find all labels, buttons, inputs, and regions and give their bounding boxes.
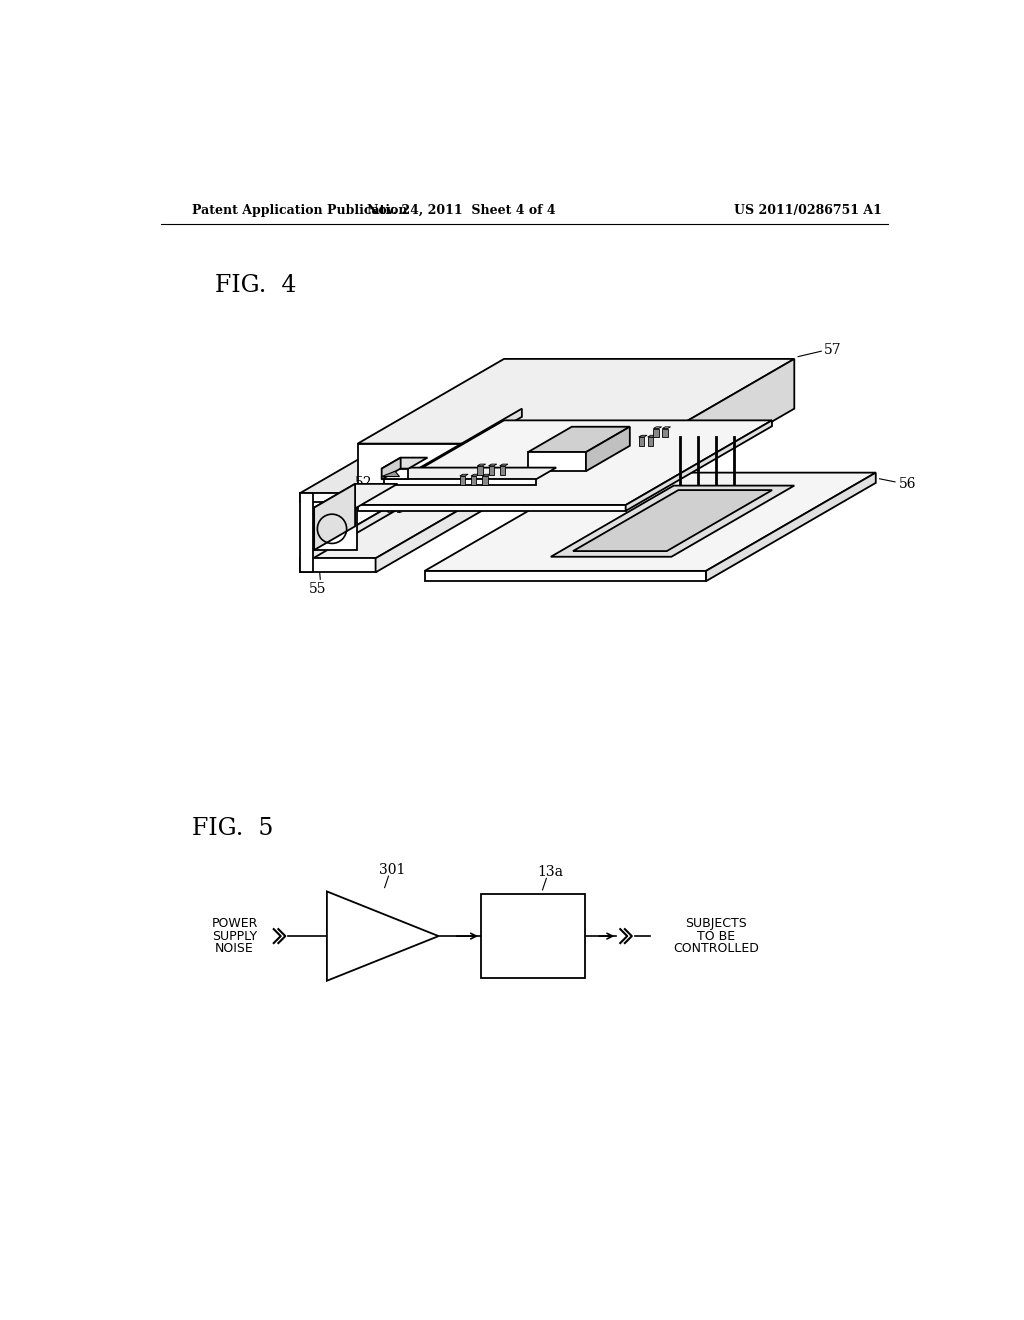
Polygon shape [500, 466, 505, 475]
Text: 55: 55 [309, 582, 327, 595]
Polygon shape [357, 420, 772, 506]
Polygon shape [314, 484, 355, 550]
Polygon shape [314, 484, 397, 508]
Polygon shape [425, 570, 707, 581]
Polygon shape [300, 558, 376, 573]
Polygon shape [382, 469, 409, 479]
Polygon shape [551, 486, 795, 557]
Polygon shape [653, 426, 662, 429]
Text: CONTROL: CONTROL [502, 920, 563, 933]
Polygon shape [471, 474, 479, 477]
Text: TO BE: TO BE [696, 929, 735, 942]
Text: 53: 53 [515, 422, 532, 436]
Text: POWER: POWER [211, 917, 258, 931]
Polygon shape [327, 891, 438, 981]
Text: NOISE: NOISE [215, 942, 254, 954]
Polygon shape [300, 494, 376, 502]
Text: Patent Application Publication: Patent Application Publication [193, 205, 408, 218]
Text: UNIT: UNIT [517, 936, 548, 949]
Text: FIG.  4: FIG. 4 [215, 275, 297, 297]
Bar [481, 894, 585, 978]
Polygon shape [300, 494, 313, 573]
Polygon shape [626, 420, 772, 511]
Polygon shape [648, 359, 795, 494]
Polygon shape [648, 436, 656, 437]
Polygon shape [639, 436, 647, 437]
Text: 54: 54 [386, 502, 403, 516]
Text: Nov. 24, 2011  Sheet 4 of 4: Nov. 24, 2011 Sheet 4 of 4 [368, 205, 556, 218]
Polygon shape [639, 437, 644, 446]
Text: SUBJECTS: SUBJECTS [685, 917, 746, 931]
Text: CONVERTER: CONVERTER [335, 937, 403, 948]
Polygon shape [300, 474, 522, 558]
Polygon shape [384, 467, 556, 479]
Polygon shape [384, 479, 536, 484]
Polygon shape [314, 508, 356, 550]
Polygon shape [471, 477, 476, 484]
Polygon shape [376, 409, 522, 502]
Text: 51: 51 [643, 479, 660, 492]
Text: CONTROLLED: CONTROLLED [673, 942, 759, 954]
Polygon shape [477, 466, 482, 475]
Polygon shape [460, 477, 465, 484]
Polygon shape [488, 465, 497, 466]
Polygon shape [500, 465, 508, 466]
Polygon shape [488, 466, 494, 475]
Polygon shape [663, 426, 671, 429]
Polygon shape [663, 429, 668, 437]
Polygon shape [460, 474, 468, 477]
Polygon shape [357, 444, 648, 494]
Text: 57: 57 [823, 343, 841, 356]
Text: 13a: 13a [538, 865, 563, 879]
Polygon shape [573, 490, 772, 550]
Polygon shape [482, 477, 487, 484]
Text: 301: 301 [379, 863, 406, 876]
Polygon shape [653, 429, 658, 437]
Polygon shape [382, 458, 427, 469]
Text: FIG.  5: FIG. 5 [193, 817, 273, 840]
Text: 56: 56 [899, 478, 916, 491]
Polygon shape [376, 474, 522, 573]
Text: 52: 52 [355, 477, 373, 490]
Polygon shape [425, 473, 876, 570]
Text: US 2011/0286751 A1: US 2011/0286751 A1 [734, 205, 882, 218]
Polygon shape [357, 359, 795, 444]
Polygon shape [357, 506, 626, 511]
Polygon shape [482, 474, 490, 477]
Polygon shape [586, 426, 630, 471]
Polygon shape [648, 437, 653, 446]
Polygon shape [707, 473, 876, 581]
Polygon shape [477, 465, 485, 466]
Polygon shape [528, 453, 586, 471]
Text: SUPPLY: SUPPLY [212, 929, 257, 942]
Polygon shape [382, 471, 399, 477]
Polygon shape [300, 409, 522, 494]
Polygon shape [382, 458, 400, 479]
Polygon shape [300, 474, 460, 558]
Text: A/D: A/D [358, 920, 381, 933]
Polygon shape [528, 426, 630, 453]
